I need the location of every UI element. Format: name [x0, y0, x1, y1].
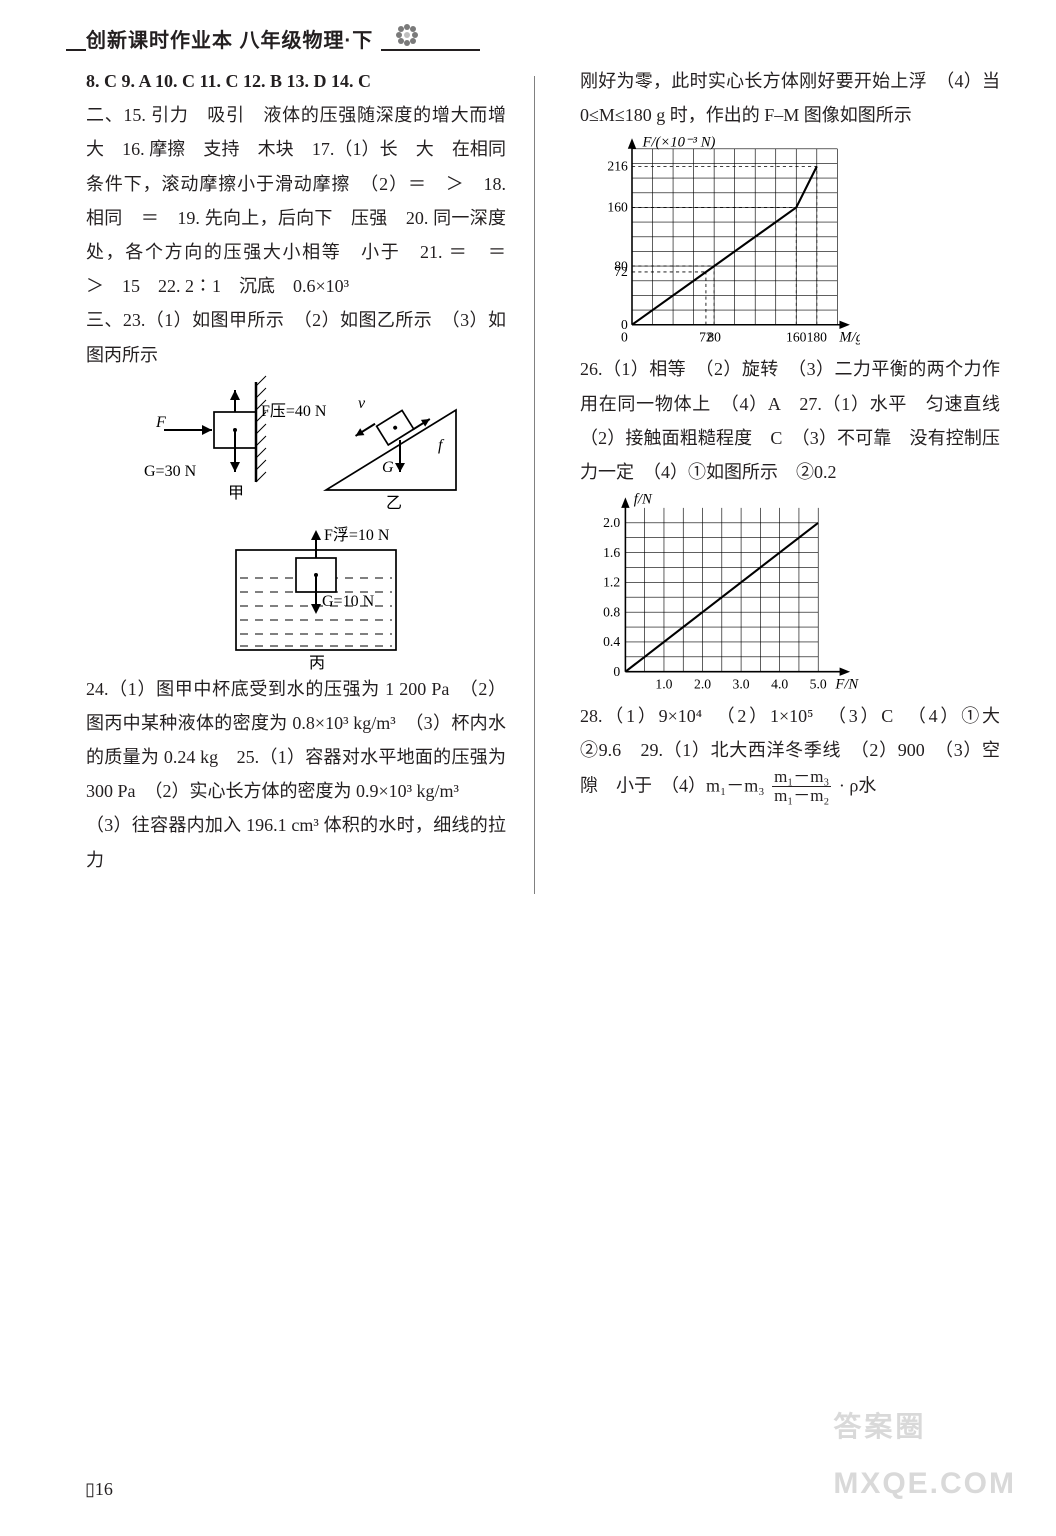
- svg-text:160: 160: [607, 200, 628, 215]
- svg-text:0: 0: [621, 330, 628, 345]
- svg-text:M/g: M/g: [838, 330, 860, 346]
- svg-text:80: 80: [707, 330, 721, 345]
- svg-text:72: 72: [614, 265, 628, 280]
- left-column: 8. C 9. A 10. C 11. C 12. B 13. D 14. C …: [86, 64, 506, 877]
- columns: 8. C 9. A 10. C 11. C 12. B 13. D 14. C …: [86, 64, 1000, 894]
- answers-24-25: 24.（1）图甲中杯底受到水的压强为 1 200 Pa （2）图丙中某种液体的密…: [86, 672, 506, 809]
- answers-23-intro: 三、23.（1）如图甲所示 （2）如图乙所示 （3）如图丙所示: [86, 303, 506, 371]
- flower-icon: [394, 22, 420, 48]
- svg-text:1.6: 1.6: [603, 545, 620, 560]
- answers-line-8-14: 8. C 9. A 10. C 11. C 12. B 13. D 14. C: [86, 64, 506, 98]
- page-number: ▯16: [85, 1472, 113, 1506]
- label-bing: 丙: [309, 655, 325, 672]
- chart-F-M: 216160807207280160180F/(×10⁻³ N)M/g0: [580, 132, 1000, 352]
- label-yi: 乙: [386, 495, 402, 512]
- label-G2: G: [382, 459, 394, 476]
- svg-text:F/N: F/N: [834, 677, 859, 693]
- answers-25-3: （3）往容器内加入 196.1 cm³ 体积的水时，细线的拉力: [86, 808, 506, 876]
- svg-text:4.0: 4.0: [771, 677, 788, 692]
- subfig-yi: v f G 乙: [326, 394, 456, 512]
- text: 8. C 9. A 10. C 11. C 12. B 13. D 14. C: [86, 71, 371, 91]
- label-Fbuoy: F浮=10 N: [324, 526, 390, 544]
- fraction: m₁－m₃ m₁－m₂: [772, 768, 831, 806]
- watermark-cn: 答案圈: [833, 1411, 926, 1442]
- book-title: 创新课时作业本 八年级物理·下: [86, 22, 381, 60]
- label-G: G=30 N: [144, 463, 197, 480]
- denominator: m₁－m₂: [772, 787, 831, 806]
- answers-15-22: 二、15. 引力 吸引 液体的压强随深度的增大而增大 16. 摩擦 支持 木块 …: [86, 98, 506, 303]
- header: 创新课时作业本 八年级物理·下: [86, 28, 1000, 54]
- svg-text:180: 180: [807, 330, 828, 345]
- chart-F-M-svg: 216160807207280160180F/(×10⁻³ N)M/g0: [580, 132, 860, 352]
- svg-text:160: 160: [786, 330, 807, 345]
- watermark-en: MXQE.COM: [833, 1467, 1016, 1500]
- label-jia: 甲: [228, 485, 244, 502]
- right-column: 刚好为零，此时实心长方体刚好要开始上浮 （4）当 0≤M≤180 g 时，作出的…: [580, 64, 1000, 806]
- label-f: f: [438, 437, 445, 454]
- answers-26-27: 26.（1）相等 （2）旋转 （3）二力平衡的两个力作用在同一物体上 （4）A …: [580, 352, 1000, 489]
- svg-text:0.8: 0.8: [603, 604, 620, 619]
- rho-text: · ρ水: [839, 775, 876, 795]
- figure-23-svg: F F压=40 N G=30 N 甲: [86, 372, 466, 672]
- subfig-bing: F浮=10 N G=10 N 丙: [236, 526, 396, 672]
- page: 创新课时作业本 八年级物理·下 8. C 9. A 10. C 11. C 12…: [0, 0, 1056, 1536]
- svg-text:3.0: 3.0: [733, 677, 750, 692]
- svg-text:5.0: 5.0: [810, 677, 827, 692]
- svg-text:1.2: 1.2: [603, 575, 620, 590]
- column-separator: [534, 76, 536, 894]
- answers-25-cont: 刚好为零，此时实心长方体刚好要开始上浮 （4）当 0≤M≤180 g 时，作出的…: [580, 64, 1000, 132]
- svg-text:216: 216: [607, 159, 628, 174]
- chart-f-F: 2.0 1.6 1.2 0.8 0.4 0 1.0 2.0 3.0 4.0 5.0 f/N F/N: [580, 489, 1000, 699]
- watermark: 答案圈 MXQE.COM: [833, 1398, 1016, 1512]
- svg-text:F/(×10⁻³ N): F/(×10⁻³ N): [641, 135, 715, 151]
- svg-text:2.0: 2.0: [603, 515, 620, 530]
- label-F: F: [155, 414, 166, 431]
- svg-text:2.0: 2.0: [694, 677, 711, 692]
- label-Fpress: F压=40 N: [261, 403, 327, 420]
- svg-text:f/N: f/N: [634, 492, 653, 508]
- svg-text:0.4: 0.4: [603, 634, 620, 649]
- answers-28-29: 28.（1）9×10⁴ （2）1×10⁵ （3）C （4）①大 ②9.6 29.…: [580, 699, 1000, 806]
- svg-text:1.0: 1.0: [655, 677, 672, 692]
- numerator: m₁－m₃: [772, 768, 831, 787]
- svg-text:0: 0: [613, 664, 620, 679]
- subfig-jia: F F压=40 N G=30 N 甲: [144, 376, 327, 502]
- figure-23: F F压=40 N G=30 N 甲: [86, 372, 506, 672]
- page-number-value: 16: [95, 1479, 113, 1499]
- label-Geq: G=10 N: [322, 593, 375, 610]
- label-v: v: [358, 395, 366, 412]
- chart-f-F-svg: 2.0 1.6 1.2 0.8 0.4 0 1.0 2.0 3.0 4.0 5.0 f/N F/N: [580, 489, 864, 699]
